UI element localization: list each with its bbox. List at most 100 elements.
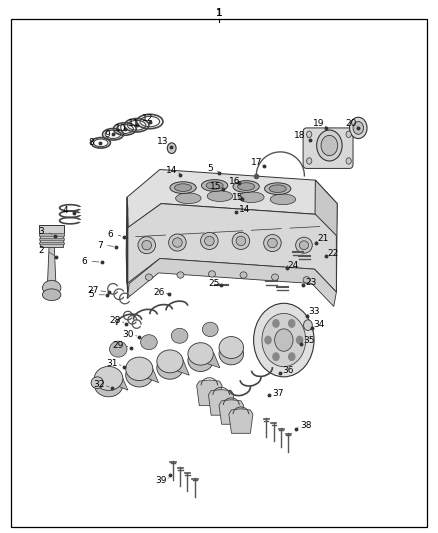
Ellipse shape [205, 236, 214, 246]
Circle shape [273, 320, 279, 327]
Bar [40, 235, 63, 247]
Text: 3: 3 [39, 228, 45, 236]
Text: 6: 6 [107, 230, 113, 239]
Polygon shape [229, 409, 253, 433]
Circle shape [307, 131, 312, 138]
Polygon shape [127, 169, 337, 236]
Polygon shape [109, 369, 128, 390]
FancyBboxPatch shape [303, 128, 353, 168]
Ellipse shape [138, 237, 155, 254]
Text: 1: 1 [215, 9, 223, 18]
Text: 17: 17 [251, 158, 262, 167]
Text: 7: 7 [97, 241, 103, 249]
Text: 5: 5 [207, 165, 213, 173]
Text: 25: 25 [208, 279, 219, 288]
Ellipse shape [239, 192, 264, 203]
Ellipse shape [317, 130, 342, 161]
Polygon shape [314, 180, 337, 292]
Text: 11: 11 [128, 119, 139, 128]
Ellipse shape [262, 313, 306, 367]
Ellipse shape [177, 272, 184, 278]
Text: 31: 31 [106, 359, 117, 368]
Ellipse shape [170, 182, 196, 193]
Ellipse shape [353, 122, 364, 134]
Ellipse shape [300, 241, 308, 249]
Text: 26: 26 [153, 288, 164, 296]
Ellipse shape [142, 240, 152, 250]
Bar [39, 238, 64, 240]
Ellipse shape [126, 357, 153, 381]
Circle shape [273, 353, 279, 360]
Circle shape [297, 336, 303, 344]
Ellipse shape [238, 183, 255, 190]
Circle shape [346, 131, 351, 138]
Text: 8: 8 [88, 139, 94, 147]
Text: 33: 33 [309, 308, 320, 316]
Ellipse shape [208, 271, 215, 277]
Text: 24: 24 [287, 261, 298, 270]
Polygon shape [219, 400, 244, 424]
Ellipse shape [141, 335, 157, 350]
Text: 36: 36 [283, 366, 294, 375]
Ellipse shape [202, 322, 218, 337]
Text: 38: 38 [300, 421, 311, 430]
Text: 5: 5 [88, 290, 94, 299]
Polygon shape [201, 346, 220, 368]
Ellipse shape [94, 367, 123, 390]
Ellipse shape [303, 277, 310, 283]
Ellipse shape [176, 193, 201, 204]
Polygon shape [126, 197, 128, 284]
Ellipse shape [268, 238, 277, 248]
Bar [39, 225, 64, 235]
Polygon shape [127, 204, 336, 292]
Circle shape [346, 158, 351, 164]
Ellipse shape [269, 185, 286, 192]
Text: 18: 18 [294, 132, 306, 140]
Ellipse shape [270, 194, 296, 205]
Ellipse shape [157, 350, 183, 373]
Ellipse shape [157, 357, 183, 379]
Bar [39, 233, 64, 236]
Text: 6: 6 [81, 257, 87, 265]
Text: 20: 20 [346, 119, 357, 128]
Ellipse shape [296, 237, 312, 253]
Text: 29: 29 [113, 341, 124, 350]
Ellipse shape [233, 181, 259, 192]
Circle shape [307, 158, 312, 164]
Polygon shape [139, 361, 159, 383]
Polygon shape [170, 354, 189, 375]
Ellipse shape [201, 232, 218, 249]
Text: 12: 12 [142, 114, 154, 123]
Bar [39, 242, 64, 244]
Text: 13: 13 [157, 137, 169, 146]
Ellipse shape [254, 303, 314, 377]
Circle shape [289, 320, 295, 327]
Text: 2: 2 [39, 246, 44, 255]
Text: 1: 1 [216, 9, 222, 18]
Ellipse shape [201, 180, 228, 191]
Ellipse shape [350, 117, 367, 139]
Text: 27: 27 [87, 286, 99, 295]
Text: 21: 21 [318, 235, 329, 243]
Polygon shape [208, 390, 234, 415]
Ellipse shape [188, 349, 213, 372]
Circle shape [304, 320, 312, 330]
Text: 4: 4 [63, 206, 68, 215]
Ellipse shape [219, 337, 244, 359]
Text: 22: 22 [327, 249, 339, 257]
Ellipse shape [91, 377, 103, 389]
Ellipse shape [169, 234, 186, 251]
Circle shape [265, 336, 271, 344]
Ellipse shape [94, 373, 123, 397]
Text: 28: 28 [109, 317, 120, 325]
Text: 34: 34 [313, 320, 325, 328]
Ellipse shape [272, 274, 279, 280]
Ellipse shape [42, 280, 61, 295]
Ellipse shape [207, 191, 233, 201]
Ellipse shape [174, 184, 192, 191]
Ellipse shape [265, 183, 291, 195]
Ellipse shape [236, 236, 246, 246]
Text: 9: 9 [104, 130, 110, 139]
Ellipse shape [232, 232, 250, 249]
Ellipse shape [188, 343, 213, 365]
